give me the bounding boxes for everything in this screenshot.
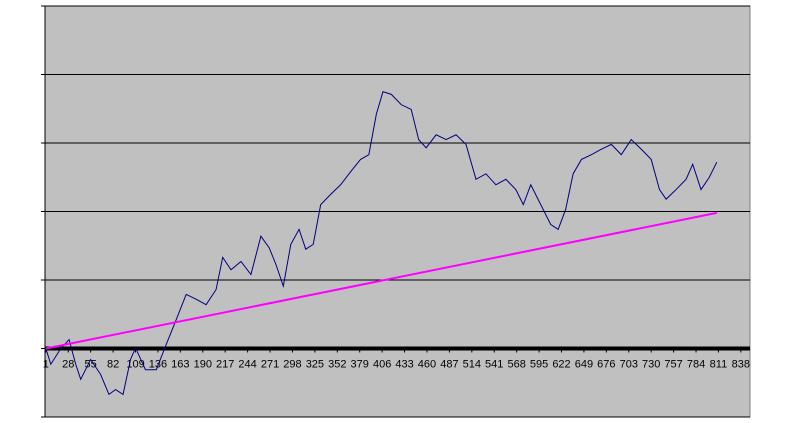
x-tick-label: 568 bbox=[507, 358, 525, 370]
x-tick-label: 325 bbox=[306, 358, 324, 370]
x-tick-label: 352 bbox=[328, 358, 346, 370]
x-tick-label: 1 bbox=[43, 358, 49, 370]
x-tick-label: 838 bbox=[732, 358, 750, 370]
x-tick-label: 649 bbox=[575, 358, 593, 370]
x-tick-label: 514 bbox=[463, 358, 481, 370]
x-tick-label: 109 bbox=[126, 358, 144, 370]
x-tick-label: 784 bbox=[687, 358, 705, 370]
x-tick-label: 244 bbox=[238, 358, 256, 370]
x-tick-label: 433 bbox=[395, 358, 413, 370]
x-tick-label: 487 bbox=[440, 358, 458, 370]
series-line bbox=[45, 211, 717, 350]
x-tick-label: 406 bbox=[373, 358, 391, 370]
x-tick-label: 703 bbox=[620, 358, 638, 370]
x-tick-label: 622 bbox=[552, 358, 570, 370]
x-tick-label: 460 bbox=[418, 358, 436, 370]
x-tick-label: 298 bbox=[283, 358, 301, 370]
x-tick-label: 811 bbox=[710, 358, 728, 370]
x-tick-label: 757 bbox=[664, 358, 682, 370]
x-tick-label: 163 bbox=[171, 358, 189, 370]
series-line bbox=[45, 90, 718, 396]
x-tick-label: 379 bbox=[351, 358, 369, 370]
x-tick-label: 541 bbox=[485, 358, 503, 370]
x-tick-label: 217 bbox=[216, 358, 234, 370]
x-tick-label: 190 bbox=[194, 358, 212, 370]
x-tick-label: 271 bbox=[261, 358, 279, 370]
x-tick-label: 28 bbox=[62, 358, 74, 370]
x-tick-label: 55 bbox=[85, 358, 97, 370]
x-tick-label: 595 bbox=[530, 358, 548, 370]
x-tick-label: 730 bbox=[642, 358, 660, 370]
x-tick-label: 82 bbox=[107, 358, 119, 370]
x-tick-label: 676 bbox=[597, 358, 615, 370]
